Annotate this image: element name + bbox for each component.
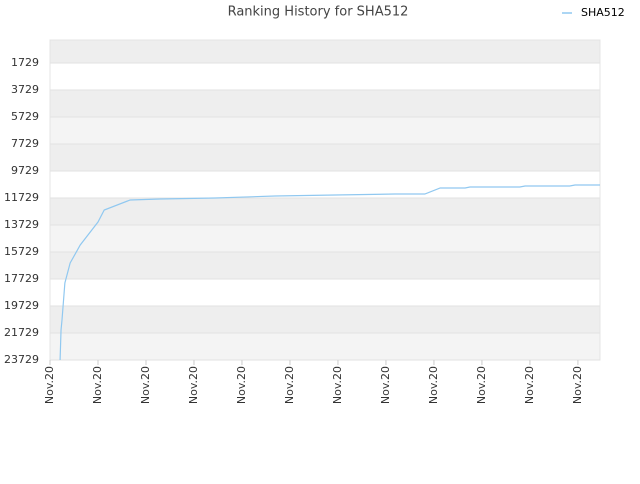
plot-band <box>50 306 600 334</box>
plot-band <box>50 279 600 307</box>
y-tick-label: 23729 <box>4 353 39 366</box>
y-tick-label: 21729 <box>4 326 39 339</box>
plot-band <box>50 40 600 64</box>
plot-band <box>50 117 600 145</box>
x-tick-label: Nov.20 <box>235 366 248 404</box>
x-tick-label: Nov.20 <box>43 366 56 404</box>
x-tick-label: Nov.20 <box>427 366 440 404</box>
plot-background <box>50 40 600 360</box>
plot-band <box>50 225 600 253</box>
y-tick-label: 13729 <box>4 218 39 231</box>
y-tick-label: 1729 <box>11 56 39 69</box>
x-tick-label: Nov.20 <box>523 366 536 404</box>
x-tick-label: Nov.20 <box>379 366 392 404</box>
plot-band <box>50 63 600 91</box>
legend-label: SHA512 <box>581 6 625 19</box>
chart-title: Ranking History for SHA512 <box>228 5 409 20</box>
x-tick-label: Nov.20 <box>475 366 488 404</box>
y-tick-label: 7729 <box>11 137 39 150</box>
x-tick-label: Nov.20 <box>139 366 152 404</box>
x-tick-label: Nov.20 <box>571 366 584 404</box>
y-tick-label: 3729 <box>11 83 39 96</box>
y-tick-label: 19729 <box>4 299 39 312</box>
plot-band <box>50 144 600 172</box>
plot-band <box>50 333 600 360</box>
plot-band <box>50 252 600 280</box>
y-tick-label: 5729 <box>11 110 39 123</box>
plot-band <box>50 171 600 199</box>
plot-band <box>50 90 600 118</box>
y-tick-label: 11729 <box>4 191 39 204</box>
x-tick-label: Nov.20 <box>283 366 296 404</box>
y-tick-label: 15729 <box>4 245 39 258</box>
y-tick-label: 17729 <box>4 272 39 285</box>
x-tick-label: Nov.20 <box>187 366 200 404</box>
x-tick-label: Nov.20 <box>331 366 344 404</box>
y-tick-label: 9729 <box>11 164 39 177</box>
x-tick-label: Nov.20 <box>91 366 104 404</box>
plot-band <box>50 198 600 226</box>
line-series <box>59 184 600 361</box>
